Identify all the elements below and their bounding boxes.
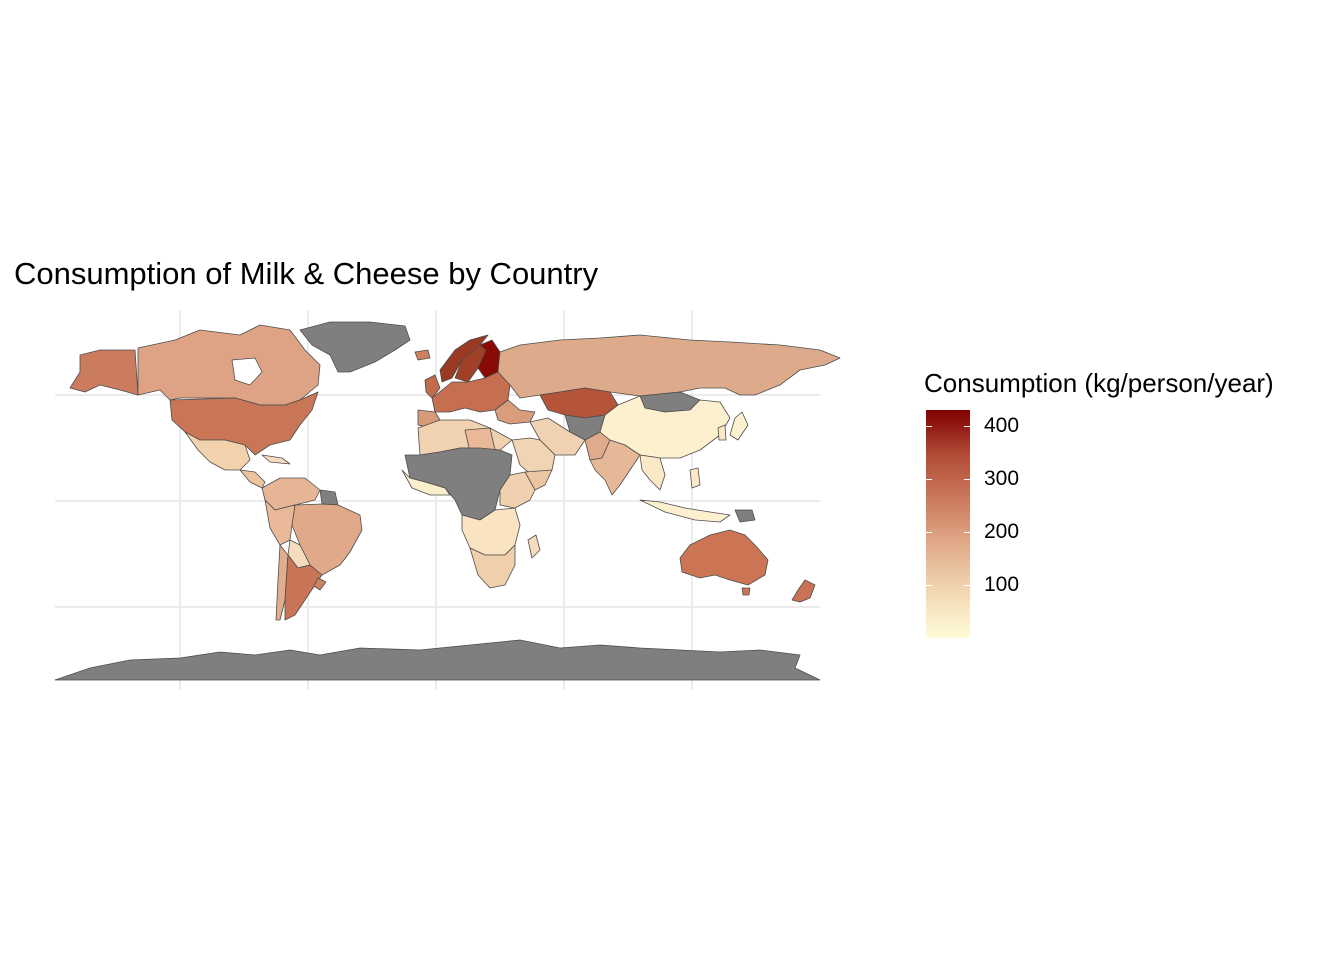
region-russia	[497, 334, 841, 399]
region-west-africa	[401, 469, 451, 496]
legend-tick-mark	[926, 531, 932, 533]
legend-tick-label: 400	[984, 413, 1020, 437]
region-australia	[679, 529, 769, 586]
region-philippines	[689, 467, 701, 489]
region-iceland	[414, 349, 431, 361]
region-new-zealand	[791, 579, 816, 603]
legend-tick-mark	[926, 584, 932, 586]
legend: Consumption (kg/person/year) 100 200 300 40…	[924, 366, 1274, 640]
region-tasmania	[741, 587, 751, 596]
legend-colorbar	[926, 410, 970, 638]
region-mexico	[184, 431, 251, 471]
region-southern-africa	[469, 544, 516, 589]
legend-body: 100 200 300 400	[924, 410, 1274, 640]
region-antarctica	[54, 639, 821, 681]
legend-tick-label: 300	[984, 466, 1020, 490]
region-guianas	[319, 489, 339, 506]
legend-tick-mark	[926, 425, 932, 427]
hudson-bay	[231, 357, 263, 386]
legend-tick-mark	[964, 531, 970, 533]
region-arabia	[511, 437, 556, 479]
region-uk	[424, 374, 441, 399]
region-peru	[264, 499, 296, 546]
region-argentina	[284, 554, 323, 621]
region-india	[589, 439, 641, 496]
region-japan	[729, 411, 749, 441]
country-shapes	[54, 321, 841, 681]
region-horn	[524, 469, 553, 491]
legend-tick-label: 100	[984, 572, 1020, 596]
legend-tick-label: 200	[984, 519, 1020, 543]
region-uruguay	[313, 577, 327, 591]
legend-tick-mark	[964, 478, 970, 480]
region-turkey	[494, 399, 536, 425]
region-indonesia	[639, 499, 731, 523]
region-central-america	[239, 469, 266, 489]
region-madagascar	[527, 534, 541, 559]
legend-tick-mark	[926, 478, 932, 480]
region-southeast-asia	[639, 454, 666, 491]
chart-title: Consumption of Milk & Cheese by Country	[14, 256, 599, 291]
region-korea	[717, 424, 727, 441]
legend-tick-mark	[964, 584, 970, 586]
legend-title: Consumption (kg/person/year)	[924, 368, 1274, 398]
region-alaska	[69, 349, 139, 396]
region-new-guinea	[734, 509, 756, 523]
region-canada	[137, 324, 321, 406]
region-cuba	[261, 454, 291, 465]
legend-tick-mark	[964, 425, 970, 427]
region-greenland	[299, 321, 411, 373]
region-brazil	[291, 503, 363, 576]
